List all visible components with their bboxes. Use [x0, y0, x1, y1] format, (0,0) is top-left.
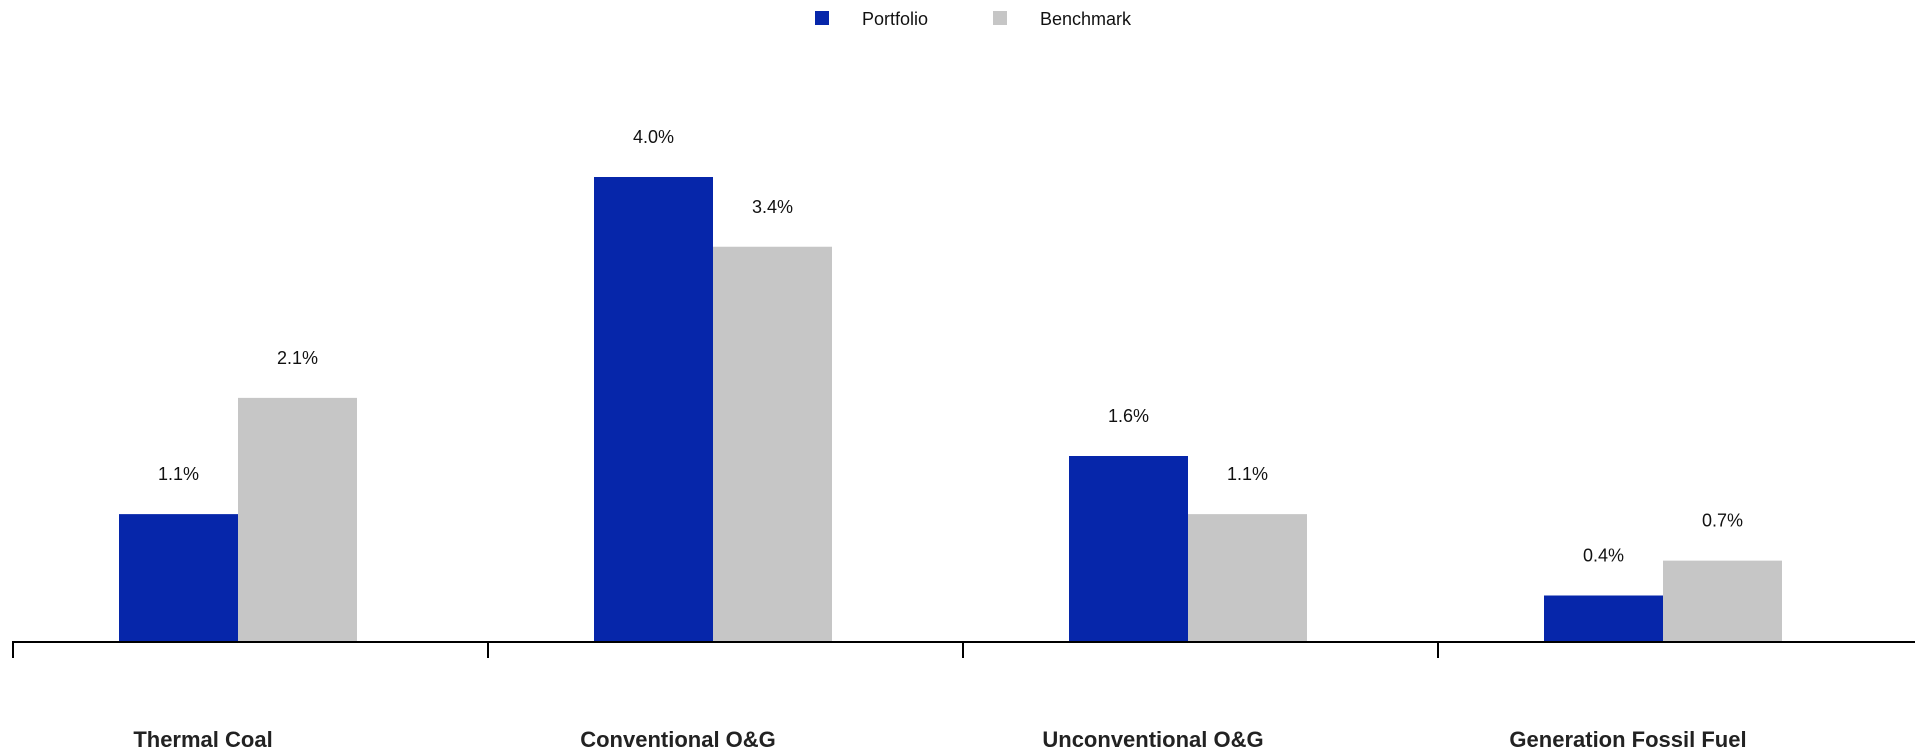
legend-swatch-benchmark: [993, 11, 1007, 25]
legend-label-benchmark: Benchmark: [1040, 9, 1132, 29]
value-label-portfolio-thermal-coal: 1.1%: [158, 464, 199, 484]
value-label-portfolio-conventional-oandg: 4.0%: [633, 127, 674, 147]
legend: Portfolio Benchmark: [815, 9, 1132, 29]
value-labels: 1.1% 2.1% 4.0% 3.4% 1.6% 1.1% 0.4% 0.7%: [158, 127, 1743, 566]
value-label-benchmark-generation-fossil-fuel: 0.7%: [1702, 511, 1743, 531]
bar-portfolio-generation-fossil-fuel: [1544, 595, 1663, 642]
bar-benchmark-generation-fossil-fuel: [1663, 560, 1782, 642]
value-label-portfolio-generation-fossil-fuel: 0.4%: [1583, 546, 1624, 566]
x-axis: [12, 641, 1915, 658]
bar-benchmark-conventional-oandg: [713, 246, 832, 642]
bars: [119, 177, 1782, 642]
category-label-thermal-coal: Thermal Coal: [133, 727, 272, 751]
value-label-benchmark-conventional-oandg: 3.4%: [752, 197, 793, 217]
category-label-conventional-oandg: Conventional O&G: [580, 727, 776, 751]
category-labels: Thermal Coal Conventional O&G Unconvention…: [133, 727, 1746, 751]
category-label-generation-fossil-fuel: Generation Fossil Fuel: [1509, 727, 1746, 751]
bar-benchmark-thermal-coal: [238, 397, 357, 642]
bar-portfolio-unconventional-oandg: [1069, 456, 1188, 642]
category-label-unconventional-oandg: Unconventional O&G: [1042, 727, 1263, 751]
bar-portfolio-conventional-oandg: [594, 177, 713, 642]
bar-benchmark-unconventional-oandg: [1188, 514, 1307, 642]
bar-portfolio-thermal-coal: [119, 514, 238, 642]
value-label-benchmark-unconventional-oandg: 1.1%: [1227, 464, 1268, 484]
legend-swatch-portfolio: [815, 11, 829, 25]
legend-label-portfolio: Portfolio: [862, 9, 928, 29]
value-label-portfolio-unconventional-oandg: 1.6%: [1108, 406, 1149, 426]
value-label-benchmark-thermal-coal: 2.1%: [277, 348, 318, 368]
